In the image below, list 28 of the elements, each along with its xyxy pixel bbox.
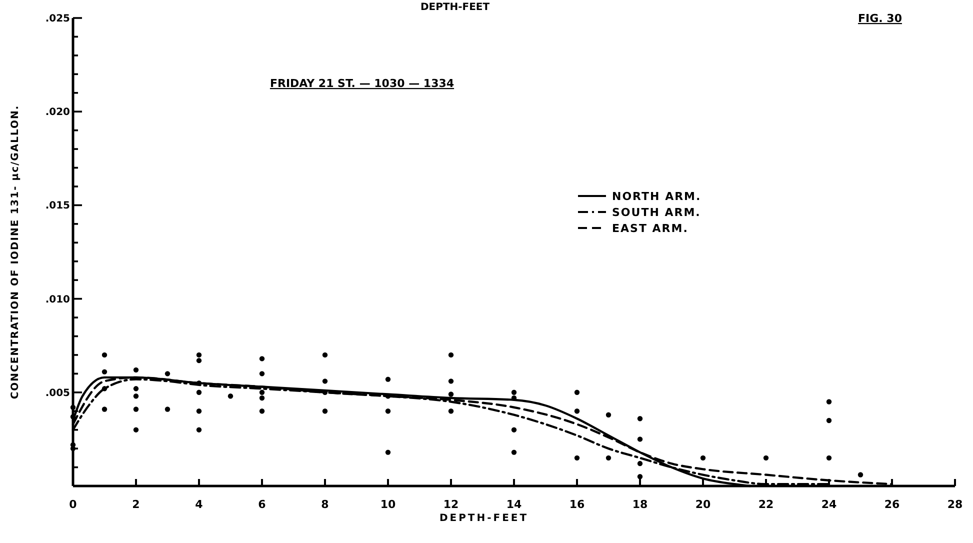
x-tick-label: 22: [758, 498, 774, 511]
y-axis-title: CONCENTRATION OF IODINE 131- μc/GALLON.: [10, 104, 21, 400]
x-tick-label: 4: [195, 498, 204, 511]
x-tick-label: 16: [569, 498, 585, 511]
x-tick-label: 18: [632, 498, 648, 511]
x-tick-label: 6: [258, 498, 266, 511]
legend-label: SOUTH ARM.: [612, 206, 701, 219]
y-tick-label: .010: [45, 294, 70, 306]
x-axis-title: DEPTH-FEET: [439, 513, 529, 524]
y-tick-label: .025: [45, 14, 70, 24]
x-tick-label: 20: [695, 498, 711, 511]
x-tick-label: 24: [821, 498, 837, 511]
x-tick-label: 2: [132, 498, 140, 511]
x-tick-label: 0: [69, 498, 78, 511]
text: FRIDAY 21 ST. — 1030 — 1334: [270, 77, 454, 90]
x-tick-label: 26: [884, 498, 900, 511]
x-tick-label: 12: [443, 498, 459, 511]
legend-label: EAST ARM.: [612, 222, 688, 235]
text: DEPTH-FEET: [420, 2, 490, 13]
annotation: FIG. 30: [858, 12, 902, 25]
legend-label: NORTH ARM.: [612, 190, 702, 203]
x-tick-label: 28: [947, 498, 963, 511]
x-tick-label: 8: [321, 498, 329, 511]
y-tick-label: .005: [45, 388, 70, 399]
y-tick-label: .020: [45, 107, 70, 118]
x-tick-label: 10: [380, 498, 396, 511]
y-tick-label: .015: [45, 200, 70, 212]
x-tick-label: 14: [506, 498, 522, 511]
